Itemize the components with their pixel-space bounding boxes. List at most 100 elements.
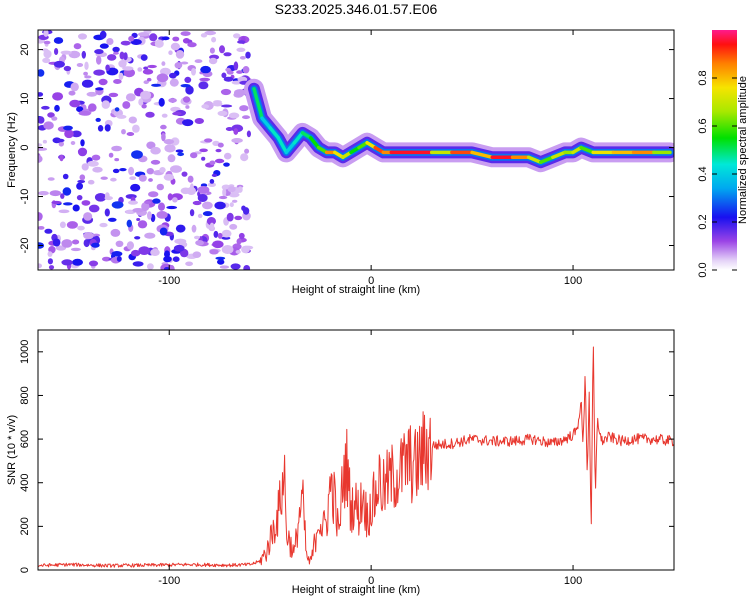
- noise-blob: [99, 43, 109, 49]
- noise-blob: [206, 217, 216, 226]
- noise-blob: [81, 163, 89, 171]
- noise-blob: [180, 187, 191, 195]
- colorbar-label: Normalized spectral amplitude: [737, 76, 749, 224]
- noise-blob: [194, 118, 204, 124]
- noise-blob: [63, 202, 73, 206]
- noise-blob: [47, 112, 55, 118]
- noise-blob: [191, 68, 196, 76]
- noise-blob: [38, 69, 45, 77]
- noise-blob: [116, 256, 122, 262]
- noise-blob: [156, 73, 169, 83]
- ridge-segment: [470, 150, 495, 160]
- noise-blob: [69, 99, 81, 108]
- noise-blob: [73, 43, 82, 50]
- noise-blob: [192, 251, 202, 258]
- noise-blob: [233, 61, 239, 71]
- noise-blob: [192, 200, 202, 206]
- noise-blob: [70, 82, 79, 92]
- noise-blob: [148, 191, 159, 198]
- heatmap-ytick-label: -20: [19, 238, 31, 254]
- noise-blob: [81, 50, 87, 59]
- noise-blob: [84, 61, 89, 70]
- heatmap-xtick-label: 0: [368, 275, 374, 287]
- noise-blob: [131, 249, 141, 257]
- noise-blob: [147, 263, 154, 270]
- noise-blob: [98, 78, 108, 86]
- noise-blob: [71, 130, 82, 138]
- noise-blob: [245, 51, 251, 59]
- noise-blob: [197, 213, 203, 219]
- noise-blob: [202, 201, 213, 210]
- noise-blob: [208, 57, 218, 65]
- noise-blob: [38, 155, 43, 163]
- noise-blob: [119, 51, 125, 60]
- noise-blob: [121, 129, 126, 135]
- noise-blob: [161, 61, 166, 66]
- noise-blob: [94, 49, 104, 55]
- noise-blob: [189, 183, 194, 192]
- noise-blob: [220, 88, 232, 96]
- noise-blob: [185, 85, 194, 95]
- noise-blob: [88, 260, 99, 267]
- noise-blob: [123, 52, 128, 61]
- noise-blob: [221, 245, 234, 254]
- noise-blob: [242, 66, 250, 74]
- noise-blob: [161, 132, 166, 142]
- noise-blob: [60, 193, 65, 199]
- noise-blob: [111, 145, 122, 152]
- noise-blob: [243, 265, 251, 270]
- noise-blob: [68, 90, 76, 96]
- noise-blob: [38, 147, 48, 151]
- noise-blob: [209, 222, 215, 230]
- noise-blob: [218, 195, 228, 200]
- noise-blob: [70, 141, 76, 145]
- ridge-segment: [526, 155, 543, 164]
- noise-blob: [138, 98, 144, 106]
- noise-blob: [105, 64, 110, 72]
- noise-blob: [172, 197, 178, 203]
- noise-blob: [166, 205, 178, 210]
- ridge-segment: [268, 126, 281, 140]
- noise-blob: [147, 211, 152, 220]
- noise-blob: [80, 139, 85, 147]
- noise-blob: [83, 232, 94, 240]
- noise-blob: [130, 183, 141, 192]
- snr-xlabel: Height of straight line (km): [292, 584, 420, 596]
- noise-blob: [118, 60, 127, 68]
- noise-blob: [60, 50, 72, 55]
- noise-blob: [146, 168, 154, 175]
- snr-ytick-label: 400: [19, 474, 31, 492]
- noise-blob: [54, 104, 60, 112]
- colorbar-tick-label: 0.2: [697, 214, 709, 229]
- noise-blob: [223, 162, 230, 167]
- noise-blob: [170, 165, 182, 173]
- noise-blob: [202, 211, 213, 217]
- noise-blob: [209, 160, 216, 166]
- noise-blob: [190, 152, 198, 159]
- noise-blob: [145, 111, 155, 118]
- noise-blob: [112, 168, 120, 174]
- figure-title: S233.2025.346.01.57.E06: [275, 1, 438, 17]
- noise-blob: [234, 215, 243, 221]
- noise-blob: [108, 152, 114, 158]
- colorbar-tick-label: 0.8: [697, 70, 709, 85]
- noise-blob: [143, 80, 149, 85]
- noise-blob: [236, 70, 243, 74]
- noise-blob: [164, 250, 170, 258]
- noise-blob: [180, 84, 191, 88]
- noise-blob: [112, 46, 120, 53]
- noise-blob: [221, 236, 231, 240]
- noise-blob: [168, 50, 173, 55]
- ridge-segment: [551, 150, 567, 160]
- noise-blob: [224, 152, 232, 160]
- noise-blob: [217, 232, 223, 239]
- noise-blob: [59, 221, 66, 229]
- noise-blob: [163, 255, 172, 263]
- noise-blob: [125, 93, 136, 102]
- noise-blob: [239, 56, 246, 60]
- noise-blob: [231, 80, 242, 85]
- heatmap-ytick-label: 10: [19, 92, 31, 104]
- noise-blob: [233, 128, 239, 135]
- noise-blob: [194, 235, 200, 240]
